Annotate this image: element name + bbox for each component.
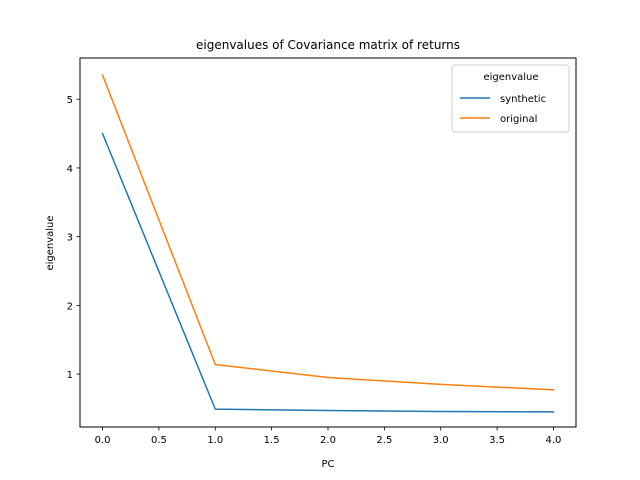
x-tick-label: 3.5 bbox=[489, 435, 505, 446]
chart-title: eigenvalues of Covariance matrix of retu… bbox=[196, 38, 460, 52]
series-layer bbox=[101, 74, 555, 413]
y-tick-label: 3 bbox=[67, 233, 73, 244]
legend-title: eigenvalue bbox=[483, 72, 538, 83]
legend-label-original: original bbox=[500, 114, 537, 125]
series-line-original bbox=[101, 74, 555, 391]
x-tick-label: 3.0 bbox=[433, 435, 449, 446]
y-tick-label: 4 bbox=[67, 164, 73, 175]
x-tick-label: 1.0 bbox=[207, 435, 223, 446]
x-tick-label: 1.5 bbox=[264, 435, 280, 446]
legend-box bbox=[451, 64, 570, 133]
x-tick-label: 0.0 bbox=[95, 435, 111, 446]
x-tick-label: 0.5 bbox=[151, 435, 167, 446]
y-tick-label: 1 bbox=[67, 370, 73, 381]
series-line-synthetic bbox=[101, 132, 555, 413]
y-axis: 1 2 3 4 5 bbox=[67, 95, 80, 381]
y-tick-label: 5 bbox=[67, 95, 73, 106]
legend: eigenvalue synthetic original bbox=[451, 64, 570, 133]
y-axis-label: eigenvalue bbox=[45, 215, 56, 270]
x-tick-label: 2.0 bbox=[320, 435, 336, 446]
legend-label-synthetic: synthetic bbox=[500, 94, 546, 105]
y-tick-label: 2 bbox=[67, 301, 73, 312]
x-tick-label: 2.5 bbox=[376, 435, 392, 446]
x-tick-label: 4.0 bbox=[546, 435, 562, 446]
x-axis: 0.0 0.5 1.0 1.5 2.0 2.5 3.0 3.5 4.0 bbox=[95, 427, 562, 446]
x-axis-label: PC bbox=[321, 459, 334, 470]
